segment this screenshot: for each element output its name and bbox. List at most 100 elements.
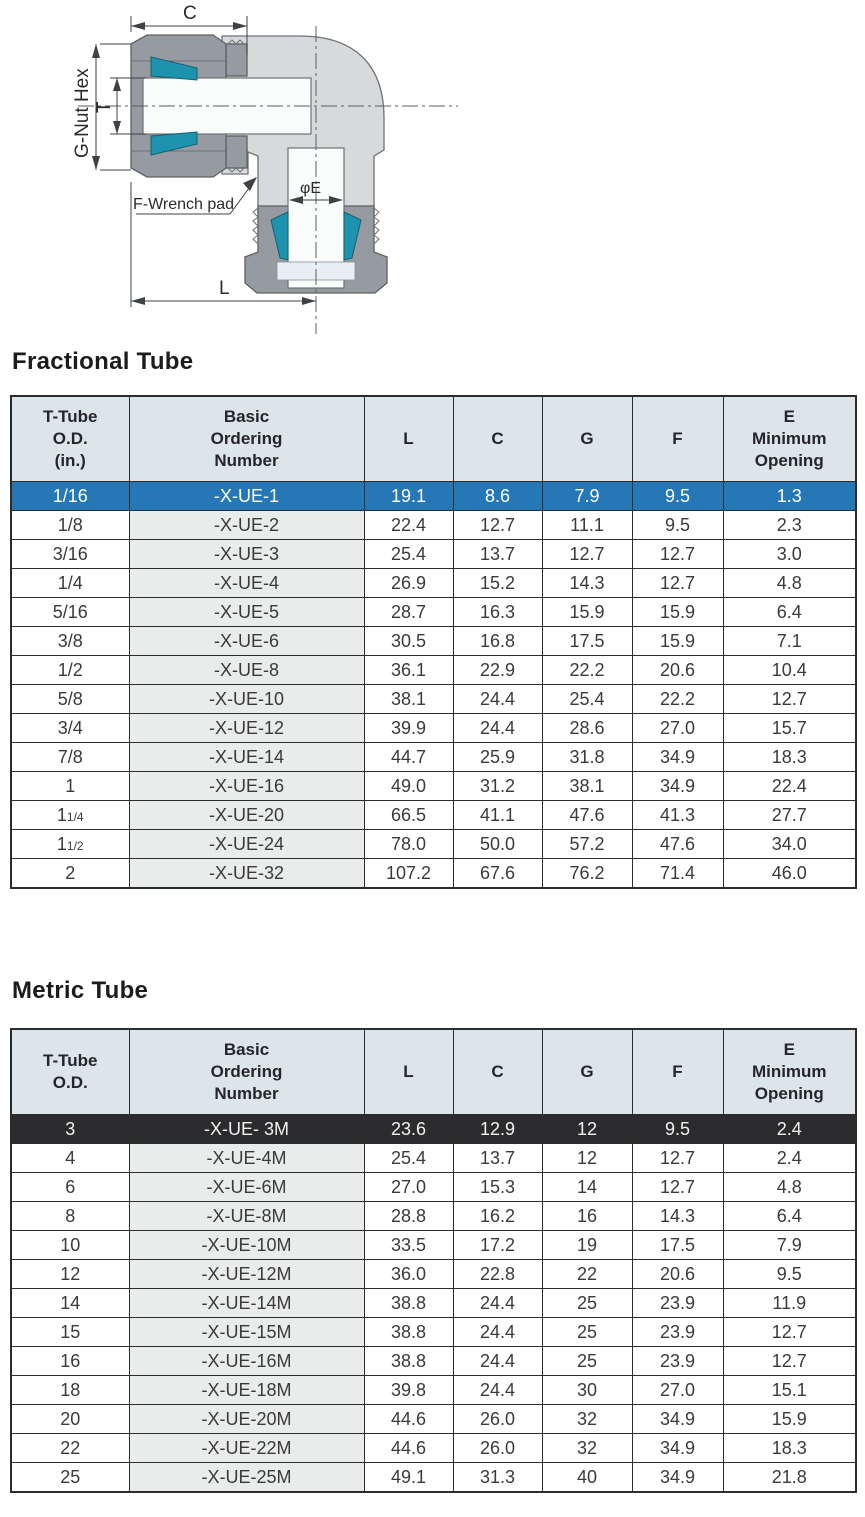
cell-f: 9.5 xyxy=(631,1114,724,1144)
table-row: 2 -X-UE-32 107.2 67.6 76.2 71.4 46.0 xyxy=(10,858,857,889)
cell-e-min-opening: 18.3 xyxy=(722,742,857,772)
cell-g: 76.2 xyxy=(541,858,633,889)
cell-e-min-opening: 3.0 xyxy=(722,539,857,569)
cell-e-min-opening: 6.4 xyxy=(722,1201,857,1231)
cell-ordering-number: -X-UE-18M xyxy=(128,1375,365,1405)
cell-g: 14 xyxy=(541,1172,633,1202)
column-header: Basic Ordering Number xyxy=(128,1028,365,1115)
cell-c: 24.4 xyxy=(452,1346,543,1376)
metric-tube-title: Metric Tube xyxy=(12,977,149,1004)
table-row: 12 -X-UE-12M 36.0 22.8 22 20.6 9.5 xyxy=(10,1259,857,1289)
cell-f: 71.4 xyxy=(631,858,724,889)
metric-table-header: T-Tube O.D. Basic Ordering Number L C G F E Mi… xyxy=(10,1028,857,1115)
cell-l: 28.8 xyxy=(363,1201,454,1231)
cell-tube-od: 7/8 xyxy=(10,742,130,772)
cell-e-min-opening: 11.9 xyxy=(722,1288,857,1318)
cell-g: 30 xyxy=(541,1375,633,1405)
dim-label-g-nut-hex: G-Nut Hex xyxy=(72,68,93,158)
table-row: 1 -X-UE-16 49.0 31.2 38.1 34.9 22.4 xyxy=(10,771,857,801)
cell-l: 66.5 xyxy=(363,800,454,830)
cell-l: 28.7 xyxy=(363,597,454,627)
cell-e-min-opening: 12.7 xyxy=(722,1346,857,1376)
cell-c: 22.8 xyxy=(452,1259,543,1289)
cell-l: 107.2 xyxy=(363,858,454,889)
cell-e-min-opening: 22.4 xyxy=(722,771,857,801)
cell-e-min-opening: 2.3 xyxy=(722,510,857,540)
cell-e-min-opening: 2.4 xyxy=(722,1114,857,1144)
cell-l: 78.0 xyxy=(363,829,454,859)
cell-ordering-number: -X-UE-10M xyxy=(128,1230,365,1260)
table-row: 25 -X-UE-25M 49.1 31.3 40 34.9 21.8 xyxy=(10,1462,857,1493)
fractional-table-header: T-Tube O.D. (in.) Basic Ordering Number L C… xyxy=(10,395,857,482)
cell-g: 47.6 xyxy=(541,800,633,830)
cell-l: 25.4 xyxy=(363,539,454,569)
table-row: 1/4 -X-UE-4 26.9 15.2 14.3 12.7 4.8 xyxy=(10,568,857,598)
column-header: Basic Ordering Number xyxy=(128,395,365,482)
table-row: 1/2 -X-UE-8 36.1 22.9 22.2 20.6 10.4 xyxy=(10,655,857,685)
cell-l: 39.8 xyxy=(363,1375,454,1405)
cell-l: 38.8 xyxy=(363,1346,454,1376)
cell-e-min-opening: 27.7 xyxy=(722,800,857,830)
cell-c: 22.9 xyxy=(452,655,543,685)
cell-e-min-opening: 12.7 xyxy=(722,1317,857,1347)
cell-c: 24.4 xyxy=(452,713,543,743)
cell-f: 12.7 xyxy=(631,568,724,598)
cell-c: 16.3 xyxy=(452,597,543,627)
cell-f: 27.0 xyxy=(631,713,724,743)
cell-tube-od: 6 xyxy=(10,1172,130,1202)
cell-tube-od: 22 xyxy=(10,1433,130,1463)
table-row: 3/4 -X-UE-12 39.9 24.4 28.6 27.0 15.7 xyxy=(10,713,857,743)
ferrule-right xyxy=(343,211,362,261)
dim-label-f-wrench-pad: F-Wrench pad xyxy=(133,196,234,213)
cell-g: 19 xyxy=(541,1230,633,1260)
cell-ordering-number: -X-UE-6M xyxy=(128,1172,365,1202)
cell-tube-od: 12 xyxy=(10,1259,130,1289)
cell-c: 24.4 xyxy=(452,1288,543,1318)
cell-tube-od: 1/2 xyxy=(10,655,130,685)
cell-tube-od: 3/8 xyxy=(10,626,130,656)
cell-l: 38.1 xyxy=(363,684,454,714)
cell-f: 9.5 xyxy=(631,510,724,540)
cell-f: 15.9 xyxy=(631,626,724,656)
cell-f: 12.7 xyxy=(631,1143,724,1173)
cell-ordering-number: -X-UE-32 xyxy=(128,858,365,889)
elbow-fitting-drawing: C G-Nut Hex T F-Wrench pad φE L xyxy=(72,3,458,334)
cell-c: 13.7 xyxy=(452,1143,543,1173)
cell-ordering-number: -X-UE-14M xyxy=(128,1288,365,1318)
cell-g: 31.8 xyxy=(541,742,633,772)
cell-c: 24.4 xyxy=(452,1317,543,1347)
table-row: 15 -X-UE-15M 38.8 24.4 25 23.9 12.7 xyxy=(10,1317,857,1347)
metric-tube-table: T-Tube O.D. Basic Ordering Number L C G F E Mi… xyxy=(10,1028,857,1493)
cell-ordering-number: -X-UE-1 xyxy=(128,481,365,511)
cell-l: 36.1 xyxy=(363,655,454,685)
fractional-tube-table: T-Tube O.D. (in.) Basic Ordering Number L C… xyxy=(10,395,857,889)
cell-f: 12.7 xyxy=(631,539,724,569)
cell-e-min-opening: 15.1 xyxy=(722,1375,857,1405)
cell-tube-od: 1/4 xyxy=(10,568,130,598)
table-row: 1/16 -X-UE-1 19.1 8.6 7.9 9.5 1.3 xyxy=(10,481,857,511)
cell-f: 34.9 xyxy=(631,771,724,801)
cell-ordering-number: -X-UE-20M xyxy=(128,1404,365,1434)
cell-c: 17.2 xyxy=(452,1230,543,1260)
table-row: 3 -X-UE- 3M 23.6 12.9 12 9.5 2.4 xyxy=(10,1114,857,1144)
table-row: 20 -X-UE-20M 44.6 26.0 32 34.9 15.9 xyxy=(10,1404,857,1434)
cell-c: 8.6 xyxy=(452,481,543,511)
cell-c: 25.9 xyxy=(452,742,543,772)
cell-tube-od: 10 xyxy=(10,1230,130,1260)
cell-l: 30.5 xyxy=(363,626,454,656)
cell-tube-od: 1/8 xyxy=(10,510,130,540)
column-header: C xyxy=(452,395,543,482)
cell-c: 50.0 xyxy=(452,829,543,859)
ferrule-left xyxy=(270,211,289,261)
cell-f: 23.9 xyxy=(631,1288,724,1318)
cell-c: 16.8 xyxy=(452,626,543,656)
cell-ordering-number: -X-UE-2 xyxy=(128,510,365,540)
cell-f: 20.6 xyxy=(631,655,724,685)
cell-tube-od: 14 xyxy=(10,1288,130,1318)
table-row: 3/16 -X-UE-3 25.4 13.7 12.7 12.7 3.0 xyxy=(10,539,857,569)
column-header: T-Tube O.D. xyxy=(10,1028,130,1115)
cell-g: 40 xyxy=(541,1462,633,1493)
table-row: 3/8 -X-UE-6 30.5 16.8 17.5 15.9 7.1 xyxy=(10,626,857,656)
cell-c: 13.7 xyxy=(452,539,543,569)
table-row: 11/4 -X-UE-20 66.5 41.1 47.6 41.3 27.7 xyxy=(10,800,857,830)
